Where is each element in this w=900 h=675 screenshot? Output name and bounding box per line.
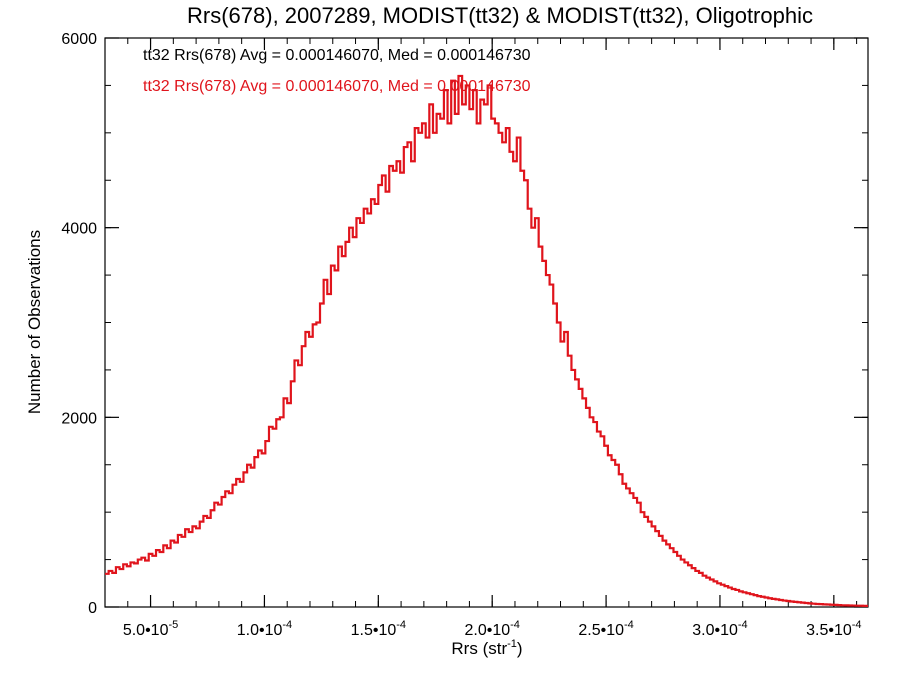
- plot-frame: [104, 37, 869, 608]
- x-tick-exponent: -4: [396, 619, 406, 631]
- x-axis-label: Rrs (str-1): [451, 638, 522, 658]
- stat-annotation-red: tt32 Rrs(678) Avg = 0.000146070, Med = 0…: [143, 78, 531, 95]
- chart-title: Rrs(678), 2007289, MODIST(tt32) & MODIST…: [187, 3, 813, 28]
- x-tick-label: 2.5•10-4: [578, 619, 633, 639]
- y-tick-label: 2000: [61, 410, 97, 427]
- x-tick-exponent: -4: [852, 619, 862, 631]
- y-tick-label: 0: [88, 600, 97, 617]
- x-tick-exponent: -4: [510, 619, 520, 631]
- stat-annotation-black: tt32 Rrs(678) Avg = 0.000146070, Med = 0…: [143, 47, 531, 64]
- x-axis-label-suffix: ): [517, 639, 523, 658]
- x-axis-ticks: 5.0•10-5 1.0•10-4 1.5•10-4 2.0•10-4 2.5•10-4…: [104, 38, 862, 639]
- x-tick-label: 5.0•10-5: [123, 619, 178, 639]
- x-tick-exponent: -4: [282, 619, 292, 631]
- x-tick-mantissa: 2.0•10: [464, 622, 510, 639]
- x-tick-mantissa: 3.5•10: [806, 622, 852, 639]
- x-tick-label: 1.5•10-4: [351, 619, 406, 639]
- histogram-series-line: [105, 74, 868, 608]
- x-tick-mantissa: 1.5•10: [351, 622, 397, 639]
- x-tick-label: 1.0•10-4: [237, 619, 292, 639]
- x-tick-label: 2.0•10-4: [464, 619, 519, 639]
- x-tick-exponent: -5: [168, 619, 178, 631]
- y-axis-label: Number of Observations: [25, 230, 44, 414]
- x-tick-label: 3.0•10-4: [692, 619, 747, 639]
- x-axis-label-text: Rrs (str: [451, 639, 507, 658]
- x-tick-mantissa: 1.0•10: [237, 622, 283, 639]
- y-tick-label: 4000: [61, 221, 97, 238]
- x-tick-mantissa: 3.0•10: [692, 622, 738, 639]
- y-tick-label: 6000: [61, 31, 97, 48]
- x-tick-mantissa: 5.0•10: [123, 622, 169, 639]
- x-tick-label: 3.5•10-4: [806, 619, 861, 639]
- x-tick-exponent: -4: [738, 619, 748, 631]
- x-axis-label-superscript: -1: [507, 638, 517, 650]
- x-tick-mantissa: 2.5•10: [578, 622, 624, 639]
- y-axis-ticks: 0 2000 4000 6000: [61, 31, 868, 617]
- x-tick-exponent: -4: [624, 619, 634, 631]
